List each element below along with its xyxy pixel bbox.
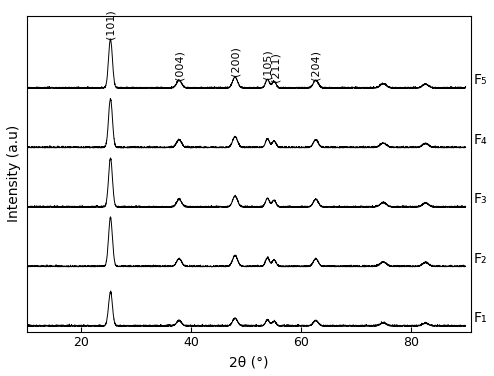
Text: F₂: F₂ xyxy=(474,252,487,266)
Text: F₃: F₃ xyxy=(474,192,488,206)
Text: F₅: F₅ xyxy=(474,73,487,87)
Text: F₄: F₄ xyxy=(474,133,488,147)
Text: (200): (200) xyxy=(230,47,240,76)
Text: (105): (105) xyxy=(262,49,273,79)
Y-axis label: Intensity (a.u): Intensity (a.u) xyxy=(7,125,21,222)
Text: (101): (101) xyxy=(106,9,116,39)
Text: (211): (211) xyxy=(270,52,280,82)
Text: (204): (204) xyxy=(311,50,321,80)
Text: F₁: F₁ xyxy=(474,311,488,325)
X-axis label: 2θ (°): 2θ (°) xyxy=(229,355,269,369)
Text: (004): (004) xyxy=(174,50,184,80)
